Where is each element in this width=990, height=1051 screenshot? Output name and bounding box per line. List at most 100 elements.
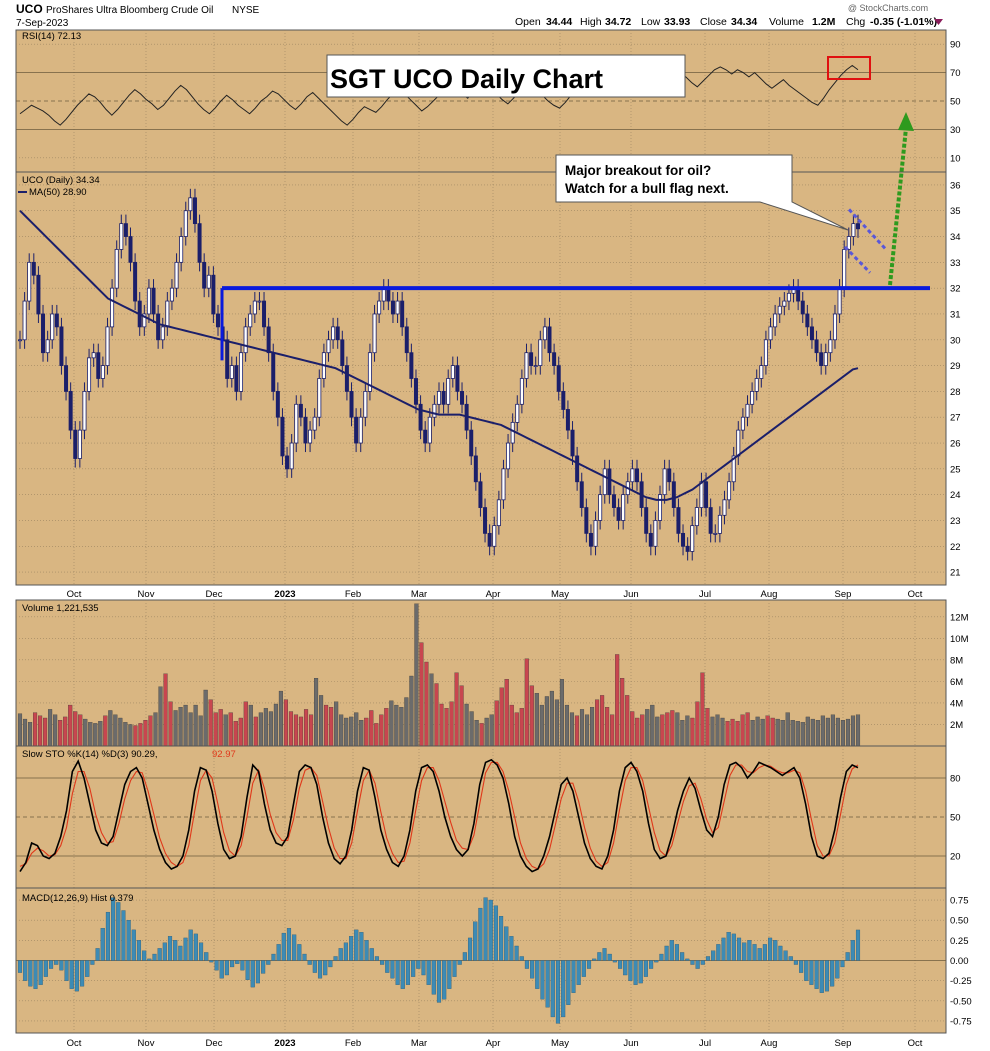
volume-bar: [158, 686, 163, 747]
macd-hist-bar: [343, 942, 348, 961]
price-candle: [469, 429, 474, 457]
macd-hist-bar: [219, 960, 224, 979]
volume-bar: [43, 717, 48, 747]
volume-bar: [810, 718, 815, 747]
x-tick-label: Sep: [835, 589, 852, 600]
macd-hist-bar: [230, 960, 235, 968]
price-candle: [754, 378, 759, 392]
volume-bar: [319, 695, 324, 747]
macd-hist-bar: [38, 960, 43, 985]
macd-hist-bar: [447, 960, 452, 989]
macd-y-tick: 0.25: [950, 936, 969, 947]
volume-bar: [735, 721, 740, 747]
volume-bar: [38, 715, 43, 747]
price-y-tick: 30: [950, 335, 961, 346]
price-candle: [510, 421, 515, 444]
volume-bar: [27, 722, 33, 747]
macd-hist-bar: [188, 929, 193, 961]
price-candle: [17, 339, 22, 342]
price-candle: [565, 409, 570, 431]
macd-hist-bar: [105, 911, 110, 961]
macd-hist-bar: [54, 960, 59, 965]
volume-bar: [193, 704, 198, 747]
price-candle: [257, 300, 262, 303]
macd-hist-bar: [509, 936, 514, 961]
price-candle: [400, 300, 405, 328]
price-candle: [317, 378, 322, 418]
volume-bar: [835, 717, 840, 747]
volume-bar: [208, 699, 213, 747]
macd-hist-bar: [731, 933, 736, 961]
macd-hist-bar: [659, 953, 664, 961]
price-candle: [31, 261, 36, 276]
macd-hist-bar: [167, 936, 173, 961]
volume-bar: [223, 714, 228, 747]
chg-value: -0.35 (-1.01%): [870, 16, 937, 28]
callout-bubble: [555, 154, 849, 231]
macd-hist-bar: [643, 960, 648, 977]
volume-bar: [855, 714, 861, 747]
volume-bar: [163, 673, 168, 747]
rsi-y-tick: 50: [950, 97, 961, 108]
price-y-tick: 21: [950, 568, 961, 579]
volume-bar: [800, 722, 805, 747]
macd-hist-bar: [100, 928, 105, 961]
price-candle: [68, 391, 73, 431]
macd-hist-bar: [400, 960, 405, 989]
volume-bar: [324, 704, 329, 747]
macd-hist-bar: [669, 940, 674, 961]
volume-bar: [494, 700, 499, 747]
volume-bar: [539, 704, 544, 747]
price-y-tick: 27: [950, 413, 961, 424]
volume-bar: [303, 709, 309, 747]
macd-hist-bar: [478, 907, 483, 961]
ma50-line: [19, 210, 859, 501]
macd-hist-bar: [426, 960, 431, 985]
volume-bar: [228, 712, 233, 747]
price-candle: [676, 507, 681, 534]
volume-bar: [685, 715, 690, 747]
price-candle: [538, 339, 543, 366]
stoch-y-tick: 20: [950, 852, 961, 863]
ohlc-readout: Open 34.44 High 34.72 Low 33.93 Close 34…: [515, 16, 943, 28]
volume-bar: [444, 708, 449, 747]
macd-hist-bar: [173, 940, 178, 961]
price-candle: [690, 525, 695, 552]
macd-hist-bar: [193, 933, 198, 961]
volume-bar: [364, 717, 369, 747]
x-tick-label: Feb: [345, 1038, 361, 1049]
volume-bar: [564, 704, 570, 747]
macd-hist-bar: [250, 960, 255, 988]
price-candle: [616, 507, 621, 521]
price-candle: [331, 326, 336, 341]
price-candle: [183, 210, 188, 237]
macd-hist-bar: [705, 956, 711, 961]
price-y-tick: 23: [950, 516, 961, 527]
price-candle: [455, 365, 460, 392]
volume-bar: [715, 714, 720, 747]
price-candle: [786, 292, 791, 302]
macd-hist-bar: [286, 928, 292, 961]
stoch-legend: Slow STO %K(14) %D(3) 90.29,: [22, 749, 158, 760]
price-candle: [436, 391, 441, 405]
stoch-d-line: [19, 761, 859, 870]
volume-bar: [399, 707, 404, 747]
volume-bar: [434, 683, 439, 747]
price-candle: [658, 494, 663, 521]
volume-bar: [655, 716, 660, 747]
price-candle: [358, 416, 363, 444]
price-candle: [427, 416, 432, 444]
price-candle: [667, 468, 672, 483]
price-candle: [239, 352, 244, 392]
macd-hist-bar: [48, 960, 54, 969]
macd-hist-bar: [28, 960, 33, 987]
volume-bar: [454, 672, 459, 747]
volume-bar: [93, 723, 98, 747]
price-candle: [165, 300, 170, 328]
price-candle: [289, 442, 294, 470]
price-candle: [515, 403, 520, 423]
price-candle: [856, 223, 861, 230]
volume-bar: [830, 714, 835, 747]
macd-hist-bar: [778, 945, 783, 961]
macd-hist-bar: [555, 960, 561, 1024]
